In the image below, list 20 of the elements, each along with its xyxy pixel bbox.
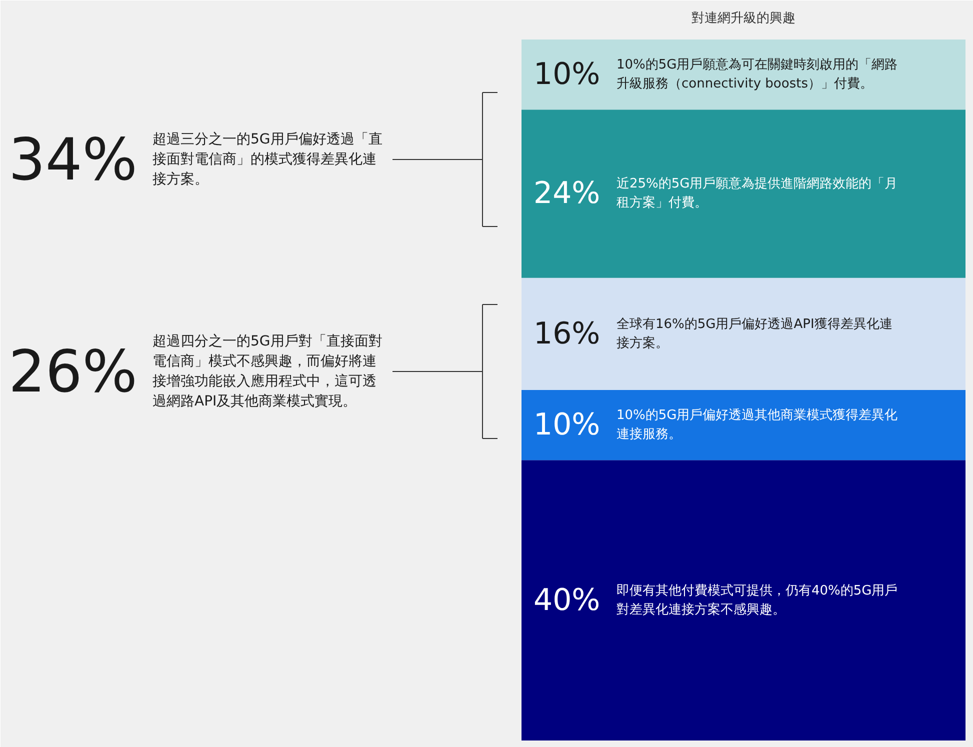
series-label: 近25%的5G用戶願意為提供進階網路效能的「月租方案」付費。	[616, 176, 898, 211]
text: 超過四分之一的5G用戶對「直接面對電信商」模式不感興趣，而偏好將連接增強功能嵌入應用程式中，這可透過網路API及其他商業模式實現。	[152, 334, 382, 410]
data-label: 16%	[534, 316, 600, 352]
chart-title: 對連網升級的興趣	[692, 11, 796, 26]
text: 超過三分之一的5G用戶偏好透過「直接面對電信商」的模式獲得差異化連接方案。	[152, 132, 382, 188]
bar	[522, 40, 966, 110]
data-label: 24%	[534, 176, 600, 212]
text: 26%	[8, 338, 138, 406]
bar	[522, 460, 966, 740]
bar	[522, 278, 966, 390]
bar	[522, 110, 966, 278]
series-label: 10%的5G用戶偏好透過其他商業模式獲得差異化連接服務。	[616, 408, 898, 442]
series-label: 全球有16%的5G用戶偏好透過API獲得差異化連接方案。	[616, 316, 892, 351]
bar	[522, 390, 966, 460]
series-label: 即便有其他付費模式可提供，仍有40%的5G用戶對差異化連接方案不感興趣。	[616, 583, 898, 618]
data-label: 40%	[534, 582, 600, 618]
series-label: 10%的5G用戶願意為可在關鍵時刻啟用的「網路升級服務（connectivity boosts）」付費。	[616, 58, 898, 92]
text: 34%	[8, 126, 138, 194]
data-label: 10%	[534, 57, 600, 92]
data-label: 10%	[534, 408, 600, 443]
